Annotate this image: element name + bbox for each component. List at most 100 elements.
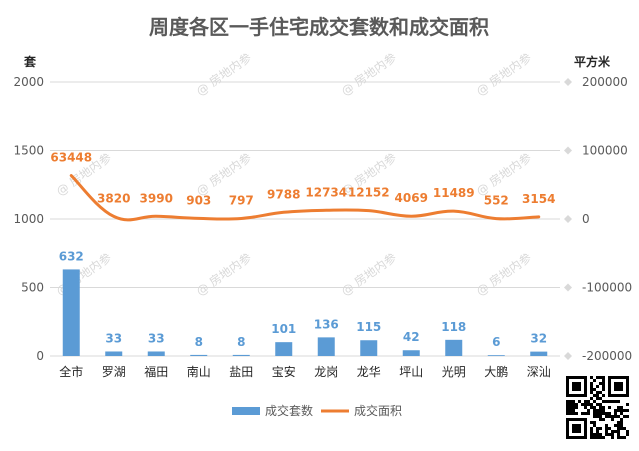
- qr-module: [611, 418, 614, 421]
- qr-module: [596, 394, 599, 397]
- qr-module: [590, 421, 593, 424]
- qr-module: [590, 397, 593, 400]
- qr-module: [602, 400, 605, 403]
- qr-module: [614, 430, 617, 433]
- bar-value-label: 32: [530, 332, 547, 346]
- category-label: 龙华: [357, 365, 381, 379]
- qr-module: [611, 415, 614, 418]
- legend-label-bar: 成交套数: [265, 403, 313, 418]
- category-label: 宝安: [272, 364, 296, 379]
- qr-module: [572, 403, 575, 406]
- qr-module: [593, 421, 596, 424]
- right-tick-mark: [564, 283, 572, 292]
- qr-module: [611, 430, 614, 433]
- bar-value-label: 33: [148, 331, 165, 345]
- category-label: 龙岗: [314, 365, 338, 379]
- bar: [232, 354, 250, 356]
- qr-finder-core: [572, 382, 581, 391]
- line-value-label: 552: [484, 194, 509, 208]
- bar-value-label: 8: [237, 335, 245, 349]
- qr-module: [617, 400, 620, 403]
- qr-module: [572, 409, 575, 412]
- left-tick-label: 0: [36, 349, 44, 363]
- qr-module: [599, 436, 602, 439]
- category-label: 盐田: [229, 365, 253, 379]
- qr-module: [593, 433, 596, 436]
- line-value-label: 4069: [395, 191, 428, 205]
- watermark-layer: @ 房地内参 @ 房地内参 @ 房地内参 @ 房地内参 @ 房地内参 @ 房地内参 @ 房地…: [53, 50, 534, 299]
- qr-module: [602, 394, 605, 397]
- qr-module: [566, 409, 569, 412]
- right-tick-mark: [564, 352, 572, 360]
- bar-value-label: 8: [195, 335, 203, 349]
- qr-module: [605, 412, 608, 415]
- qr-module: [602, 412, 605, 415]
- line-value-label: 3154: [522, 192, 555, 206]
- qr-module: [566, 400, 569, 403]
- watermark: @ 房地内参: [193, 250, 254, 299]
- qr-module: [596, 376, 599, 379]
- qr-module: [596, 412, 599, 415]
- qr-module: [593, 436, 596, 439]
- line-value-label: 12734: [305, 185, 347, 199]
- qr-module: [572, 406, 575, 409]
- qr-module: [596, 430, 599, 433]
- qr-module: [626, 403, 629, 406]
- category-label: 大鹏: [484, 365, 508, 379]
- qr-module: [614, 415, 617, 418]
- bar: [105, 351, 123, 356]
- qr-module: [596, 415, 599, 418]
- qr-module: [581, 412, 584, 415]
- right-tick-label: 0: [582, 212, 590, 226]
- qr-module: [605, 427, 608, 430]
- qr-module: [623, 436, 626, 439]
- qr-module: [599, 382, 602, 385]
- qr-module: [602, 382, 605, 385]
- qr-module: [590, 388, 593, 391]
- qr-module: [611, 400, 614, 403]
- qr-module: [620, 406, 623, 409]
- qr-module: [599, 391, 602, 394]
- qr-module: [569, 400, 572, 403]
- qr-module: [590, 436, 593, 439]
- qr-module: [608, 433, 611, 436]
- qr-module: [593, 379, 596, 382]
- left-axis-unit: 套: [23, 54, 37, 69]
- bar-value-label: 118: [441, 320, 466, 334]
- category-label: 光明: [442, 365, 466, 379]
- bar: [190, 354, 208, 356]
- qr-module: [608, 415, 611, 418]
- qr-module: [614, 400, 617, 403]
- bar: [402, 350, 420, 356]
- qr-module: [602, 376, 605, 379]
- line-value-label: 903: [186, 193, 211, 207]
- qr-module: [620, 412, 623, 415]
- left-tick-label: 1500: [13, 144, 44, 158]
- qr-module: [620, 418, 623, 421]
- line-value-label: 3990: [140, 191, 173, 205]
- qr-module: [593, 406, 596, 409]
- qr-module: [599, 427, 602, 430]
- qr-module: [626, 430, 629, 433]
- bar-value-label: 33: [105, 331, 122, 345]
- qr-module: [593, 394, 596, 397]
- qr-module: [596, 436, 599, 439]
- qr-code: [564, 374, 631, 441]
- qr-module: [611, 436, 614, 439]
- qr-module: [569, 406, 572, 409]
- qr-module: [590, 406, 593, 409]
- qr-module: [575, 406, 578, 409]
- qr-module: [617, 424, 620, 427]
- qr-module: [602, 379, 605, 382]
- qr-module: [599, 433, 602, 436]
- qr-module: [575, 403, 578, 406]
- qr-module: [569, 412, 572, 415]
- qr-module: [611, 433, 614, 436]
- qr-module: [566, 403, 569, 406]
- qr-module: [593, 388, 596, 391]
- category-axis: 全市 罗湖 福田 南山 盐田 宝安 龙岗 龙华 坪山 光明 大鹏 深汕: [59, 364, 551, 379]
- qr-module: [623, 409, 626, 412]
- qr-module: [596, 427, 599, 430]
- qr-module: [578, 400, 581, 403]
